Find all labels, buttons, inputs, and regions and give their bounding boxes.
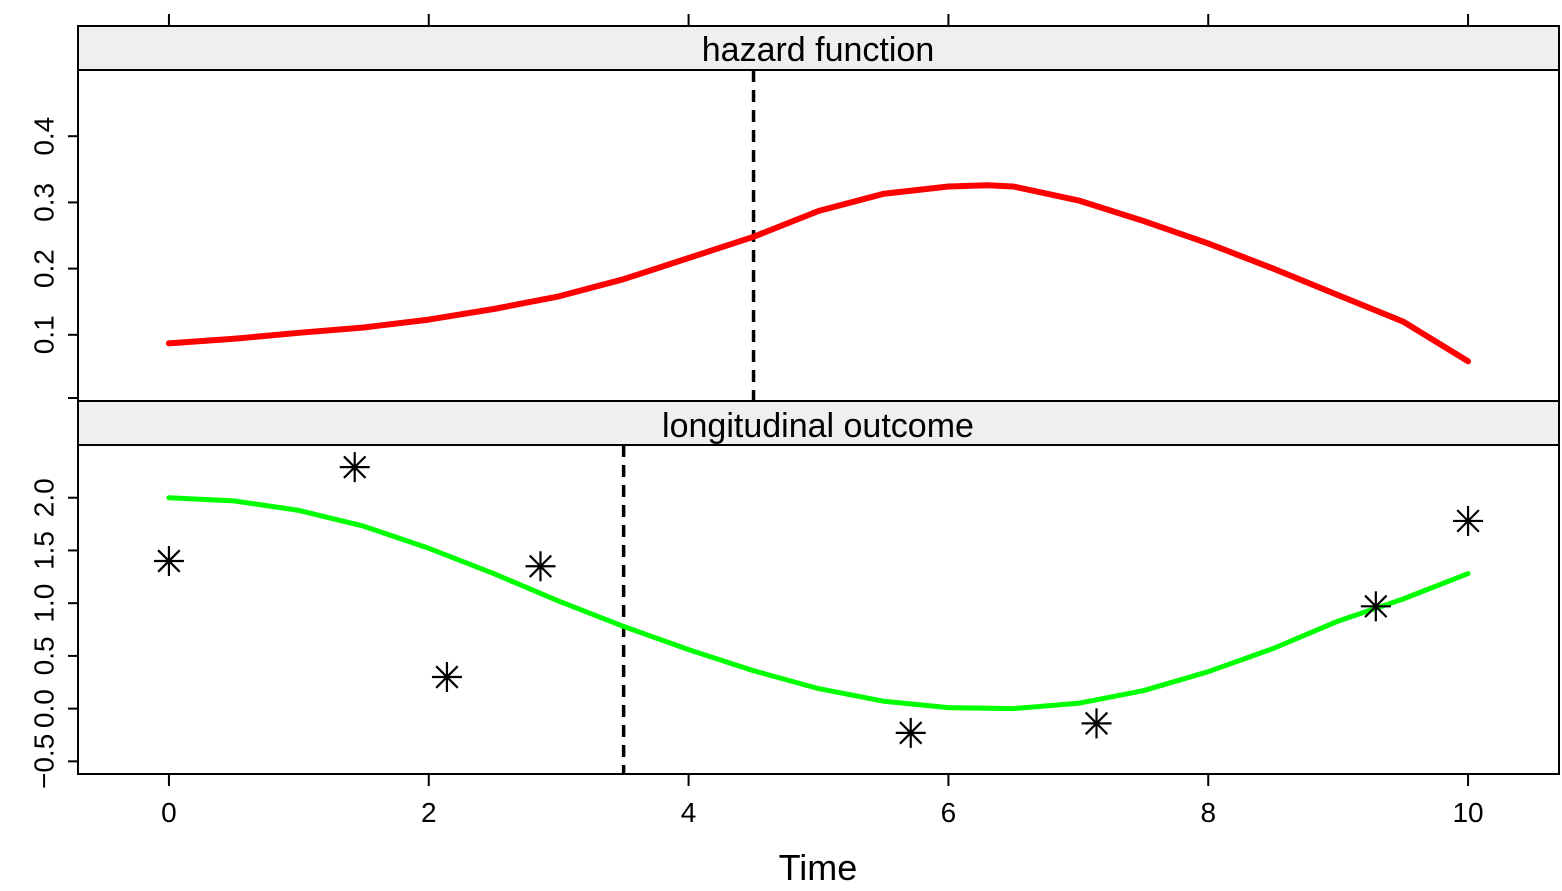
bottom-panel-frame	[77, 400, 1560, 775]
x-axis-title: Time	[779, 847, 858, 888]
bottom-strip	[77, 400, 1560, 446]
x-tick-label: 0	[161, 797, 177, 828]
x-tick-label: 6	[941, 797, 957, 828]
top-panel-plot	[165, 70, 1472, 401]
data-point	[1081, 708, 1112, 739]
bottom-y-tick-label: 1.5	[28, 531, 59, 570]
bottom-panel-title: longitudinal outcome	[662, 407, 974, 445]
x-tick-label: 4	[681, 797, 697, 828]
bottom-y-tick-label: 0.5	[28, 636, 59, 675]
data-point	[153, 545, 184, 576]
top-panel-ticks: 0.1 0.2 0.3 0.4	[28, 14, 1470, 399]
top-y-tick-label: 0.2	[28, 249, 59, 288]
data-point	[895, 717, 926, 748]
data-point	[1360, 591, 1391, 622]
data-point	[431, 661, 462, 692]
bottom-y-tick-label: 2.0	[28, 478, 59, 517]
bottom-panel-plot	[153, 445, 1484, 774]
top-series-line	[165, 182, 1472, 365]
x-tick-label: 2	[421, 797, 437, 828]
top-panel-title: hazard function	[702, 31, 935, 69]
bottom-series-line	[166, 495, 1471, 712]
data-point	[525, 551, 556, 582]
data-point	[1453, 505, 1484, 536]
top-strip	[77, 25, 1560, 71]
data-point	[339, 452, 370, 483]
bottom-y-tick-label: 1.0	[28, 584, 59, 623]
top-y-tick-label: 0.1	[28, 315, 59, 354]
top-y-tick-label: 0.4	[28, 117, 59, 156]
top-y-tick-label: 0.3	[28, 183, 59, 222]
bottom-y-tick-label: 0.0	[28, 689, 59, 728]
x-tick-label: 10	[1452, 797, 1483, 828]
bottom-y-tick-label: −0.5	[28, 734, 59, 789]
bottom-panel-ticks: −0.5 0.0 0.5 1.0 1.5 2.0 0 2 4 6 8 10	[28, 478, 1483, 828]
x-tick-label: 8	[1200, 797, 1216, 828]
